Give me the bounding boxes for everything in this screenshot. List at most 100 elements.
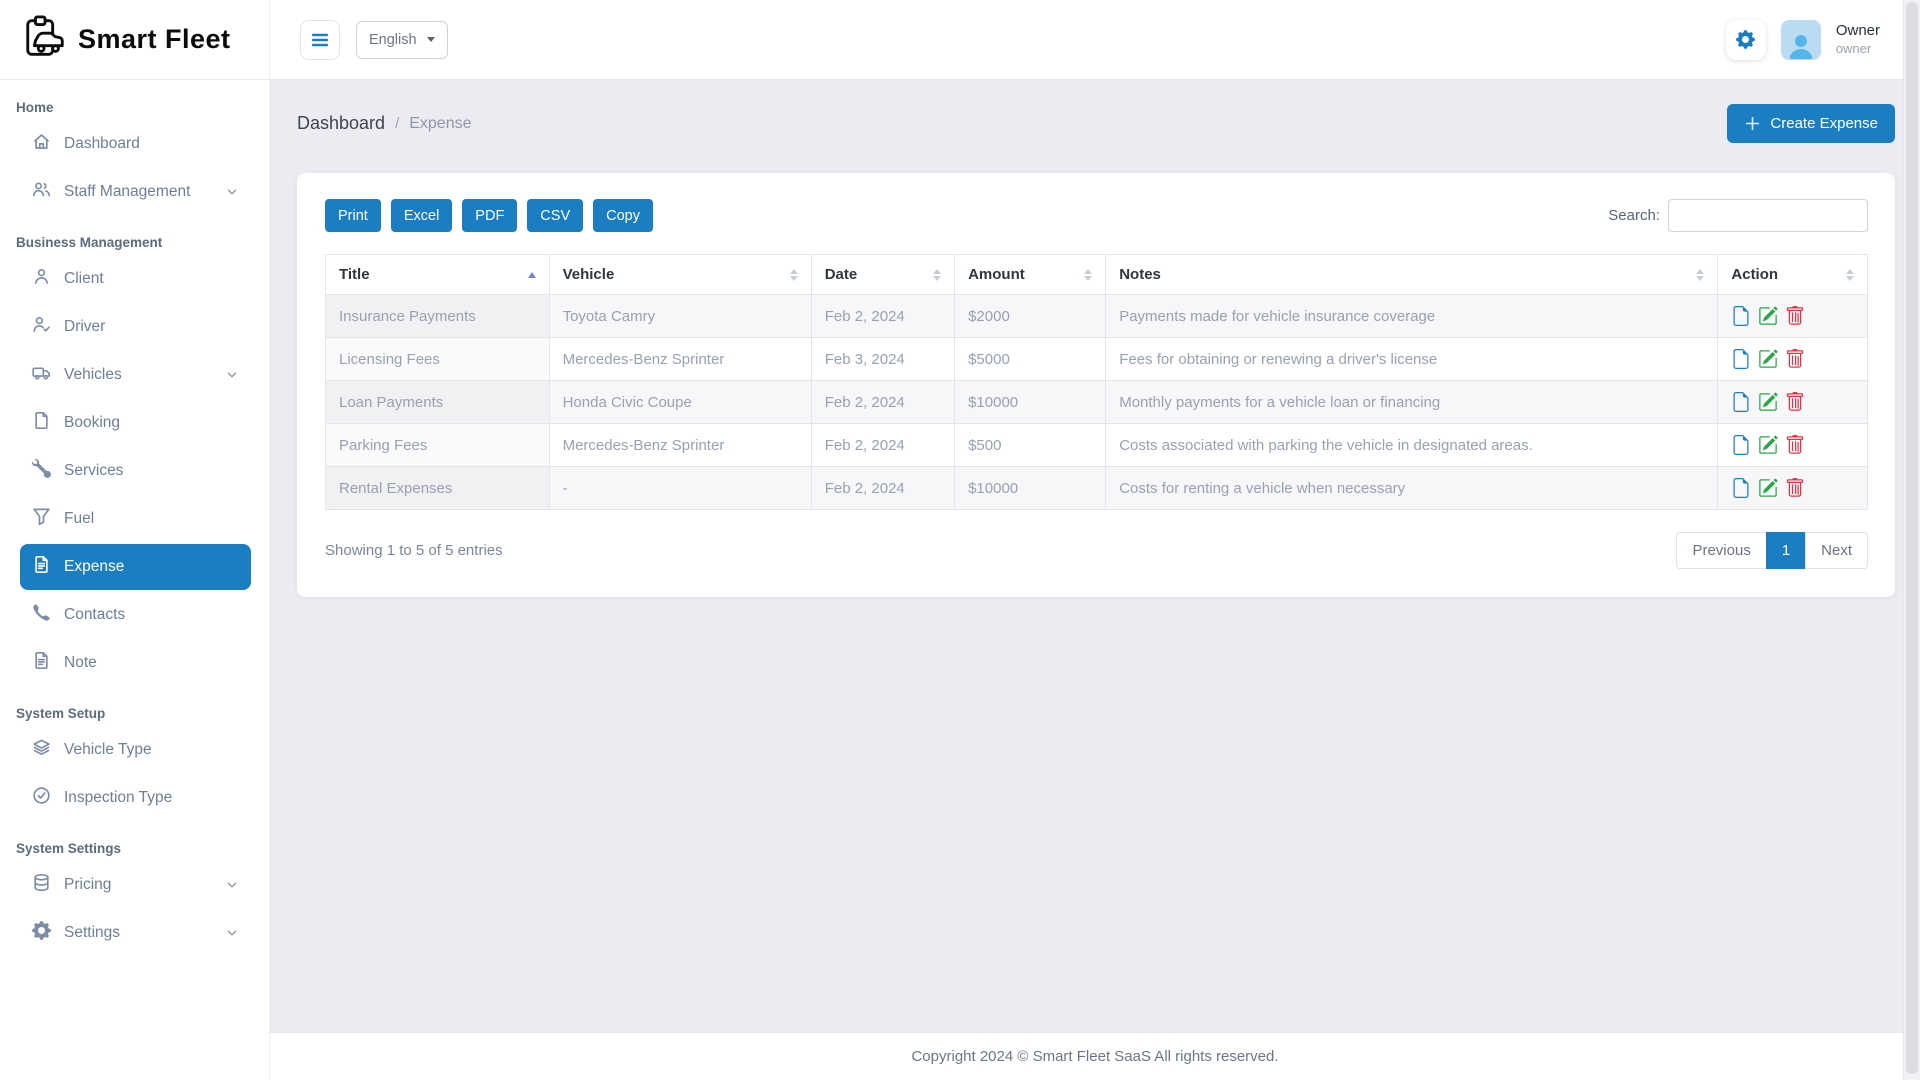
database-icon (32, 873, 51, 897)
column-header-notes[interactable]: Notes (1105, 254, 1719, 295)
sidebar-item-label: Settings (64, 924, 121, 941)
table-row: Rental Expenses - Feb 2, 2024 $10000 Cos… (325, 466, 1868, 510)
csv-button[interactable]: CSV (527, 199, 584, 232)
user-avatar[interactable] (1780, 19, 1821, 60)
column-header-action[interactable]: Action (1717, 254, 1868, 295)
sidebar: Smart Fleet Home Dashboard Staff Managem… (0, 0, 270, 1080)
table-row: Insurance Payments Toyota Camry Feb 2, 2… (325, 294, 1868, 338)
sidebar-item-fuel[interactable]: Fuel (20, 496, 251, 542)
trash-icon (1787, 478, 1804, 497)
page-head: Dashboard / Expense Create Expense (297, 104, 1895, 143)
sidebar-item-staff-management[interactable]: Staff Management (20, 169, 251, 215)
cell-date: Feb 2, 2024 (810, 466, 956, 510)
view-button[interactable] (1731, 349, 1751, 369)
edit-button[interactable] (1758, 392, 1778, 412)
cell-vehicle: Honda Civic Coupe (548, 380, 812, 424)
sidebar-item-label: Note (64, 654, 97, 671)
edit-button[interactable] (1758, 478, 1778, 498)
view-button[interactable] (1731, 435, 1751, 455)
print-button[interactable]: Print (325, 199, 381, 232)
cell-date: Feb 2, 2024 (810, 380, 956, 424)
cell-amount: $500 (954, 423, 1107, 467)
sidebar-item-label: Driver (64, 318, 106, 335)
scrollbar-thumb[interactable] (1906, 2, 1918, 1074)
copy-button[interactable]: Copy (593, 199, 653, 232)
trash-icon (1787, 306, 1804, 325)
pdf-button[interactable]: PDF (462, 199, 518, 232)
table-row: Licensing Fees Mercedes-Benz Sprinter Fe… (325, 337, 1868, 381)
delete-button[interactable] (1785, 306, 1805, 326)
edit-button[interactable] (1758, 435, 1778, 455)
pencil-square-icon (1759, 435, 1778, 454)
breadcrumb-current: Expense (409, 114, 472, 132)
sidebar-item-vehicle-type[interactable]: Vehicle Type (20, 727, 251, 773)
column-header-amount[interactable]: Amount (954, 254, 1107, 295)
view-button[interactable] (1731, 478, 1751, 498)
edit-button[interactable] (1758, 349, 1778, 369)
sidebar-item-booking[interactable]: Booking (20, 400, 251, 446)
column-header-vehicle[interactable]: Vehicle (548, 254, 812, 295)
user-role: owner (1835, 40, 1872, 56)
page-1-button[interactable]: 1 (1765, 532, 1807, 569)
sidebar-item-expense[interactable]: Expense (20, 544, 251, 590)
sidebar-item-vehicles[interactable]: Vehicles (20, 352, 251, 398)
cell-title: Parking Fees (325, 423, 550, 467)
content: Dashboard / Expense Create Expense Print… (270, 80, 1920, 1032)
person-icon (1789, 34, 1813, 59)
sidebar-item-dashboard[interactable]: Dashboard (20, 121, 251, 167)
cell-vehicle: Mercedes-Benz Sprinter (548, 423, 812, 467)
column-header-title[interactable]: Title (325, 254, 550, 295)
delete-button[interactable] (1785, 435, 1805, 455)
table-row: Parking Fees Mercedes-Benz Sprinter Feb … (325, 423, 1868, 467)
settings-button[interactable] (1725, 19, 1766, 60)
table-toolbar: Print Excel PDF CSV Copy Search: (325, 199, 1868, 232)
sidebar-toggle-button[interactable] (300, 19, 340, 60)
previous-page-button[interactable]: Previous (1676, 532, 1767, 569)
wrench-icon (32, 458, 51, 483)
entries-info: Showing 1 to 5 of 5 entries (325, 542, 503, 559)
pencil-square-icon (1759, 392, 1778, 411)
delete-button[interactable] (1785, 392, 1805, 412)
view-button[interactable] (1731, 306, 1751, 326)
sort-icon (933, 268, 942, 281)
sidebar-item-inspection-type[interactable]: Inspection Type (20, 775, 251, 821)
edit-button[interactable] (1758, 306, 1778, 326)
cell-date: Feb 3, 2024 (810, 337, 956, 381)
funnel-icon (32, 507, 51, 531)
file-icon (1733, 306, 1749, 326)
sidebar-item-driver[interactable]: Driver (20, 304, 251, 350)
user-meta[interactable]: Owner owner (1836, 22, 1880, 57)
sidebar-item-services[interactable]: Services (20, 448, 251, 494)
clipboard-car-logo-icon (22, 14, 68, 65)
sidebar-item-settings[interactable]: Settings (20, 910, 251, 956)
cell-vehicle: Mercedes-Benz Sprinter (548, 337, 812, 381)
scrollbar[interactable] (1903, 0, 1920, 1080)
create-expense-button[interactable]: Create Expense (1727, 104, 1895, 143)
hamburger-icon (311, 33, 329, 46)
chevron-down-icon (227, 930, 237, 936)
sort-icon (1846, 268, 1854, 281)
sidebar-item-client[interactable]: Client (20, 256, 251, 302)
sidebar-item-contacts[interactable]: Contacts (20, 592, 251, 638)
excel-button[interactable]: Excel (390, 199, 453, 232)
trash-icon (1787, 392, 1804, 411)
chevron-down-icon (227, 189, 237, 195)
search-input[interactable] (1668, 199, 1868, 232)
delete-button[interactable] (1785, 478, 1805, 498)
app-title: Smart Fleet (78, 24, 231, 54)
language-dropdown[interactable]: English (356, 20, 448, 59)
file-icon (1733, 392, 1749, 412)
language-value: English (369, 31, 417, 48)
delete-button[interactable] (1785, 349, 1805, 369)
app-logo[interactable]: Smart Fleet (0, 0, 269, 80)
view-button[interactable] (1731, 392, 1751, 412)
column-header-date[interactable]: Date (810, 254, 956, 295)
breadcrumb-dashboard-link[interactable]: Dashboard (297, 113, 386, 133)
gear-icon (32, 921, 51, 945)
sidebar-item-note[interactable]: Note (20, 640, 251, 686)
next-page-button[interactable]: Next (1805, 532, 1868, 569)
caret-down-icon (426, 37, 435, 42)
sidebar-item-pricing[interactable]: Pricing (20, 862, 251, 908)
pagination: Previous 1 Next (1676, 532, 1868, 569)
page-footer: Copyright 2024 © Smart Fleet SaaS All ri… (270, 1032, 1920, 1080)
